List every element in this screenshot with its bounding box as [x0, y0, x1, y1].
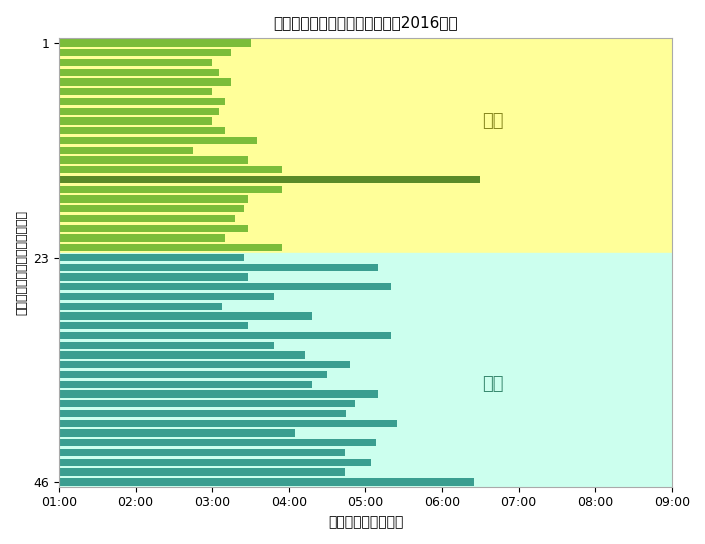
Bar [59, 410, 346, 417]
Bar [59, 166, 283, 174]
Bar [59, 264, 379, 271]
Bar [59, 371, 327, 378]
Bar [59, 439, 376, 447]
Bar [59, 391, 379, 398]
X-axis label: パフォーマンス時間: パフォーマンス時間 [328, 515, 403, 529]
Bar [59, 252, 672, 487]
Bar [59, 302, 223, 310]
Bar [59, 88, 212, 95]
Bar [59, 127, 225, 134]
Bar [59, 478, 474, 485]
Bar [59, 176, 480, 183]
Bar [59, 78, 231, 85]
Text: 前半: 前半 [482, 112, 504, 130]
Bar [59, 283, 391, 290]
Bar [59, 98, 225, 105]
Bar [59, 156, 248, 164]
Bar [59, 419, 398, 427]
Bar [59, 49, 231, 57]
Bar [59, 429, 295, 437]
Title: 歌唱順とパフォーマンス時間（2016年）: 歌唱順とパフォーマンス時間（2016年） [273, 15, 458, 30]
Bar [59, 468, 345, 476]
Bar [59, 186, 283, 193]
Bar [59, 59, 212, 66]
Bar [59, 351, 305, 358]
Bar [59, 215, 235, 222]
Bar [59, 459, 371, 466]
Bar [59, 225, 248, 232]
Bar [59, 234, 225, 242]
Bar [59, 38, 672, 252]
Bar [59, 39, 250, 47]
Bar [59, 195, 248, 203]
Bar [59, 137, 257, 144]
Bar [59, 332, 391, 339]
Bar [59, 322, 248, 330]
Y-axis label: 登場順（上がトップバッター）: 登場順（上がトップバッター） [15, 210, 28, 315]
Text: 後半: 後半 [482, 375, 504, 393]
Bar [59, 361, 350, 368]
Bar [59, 69, 219, 76]
Bar [59, 254, 244, 261]
Bar [59, 274, 248, 281]
Bar [59, 449, 345, 456]
Bar [59, 244, 283, 251]
Bar [59, 312, 312, 320]
Bar [59, 342, 274, 349]
Bar [59, 400, 355, 407]
Bar [59, 205, 244, 213]
Bar [59, 381, 312, 388]
Bar [59, 118, 212, 125]
Bar [59, 108, 219, 115]
Bar [59, 293, 274, 300]
Bar [59, 146, 193, 154]
